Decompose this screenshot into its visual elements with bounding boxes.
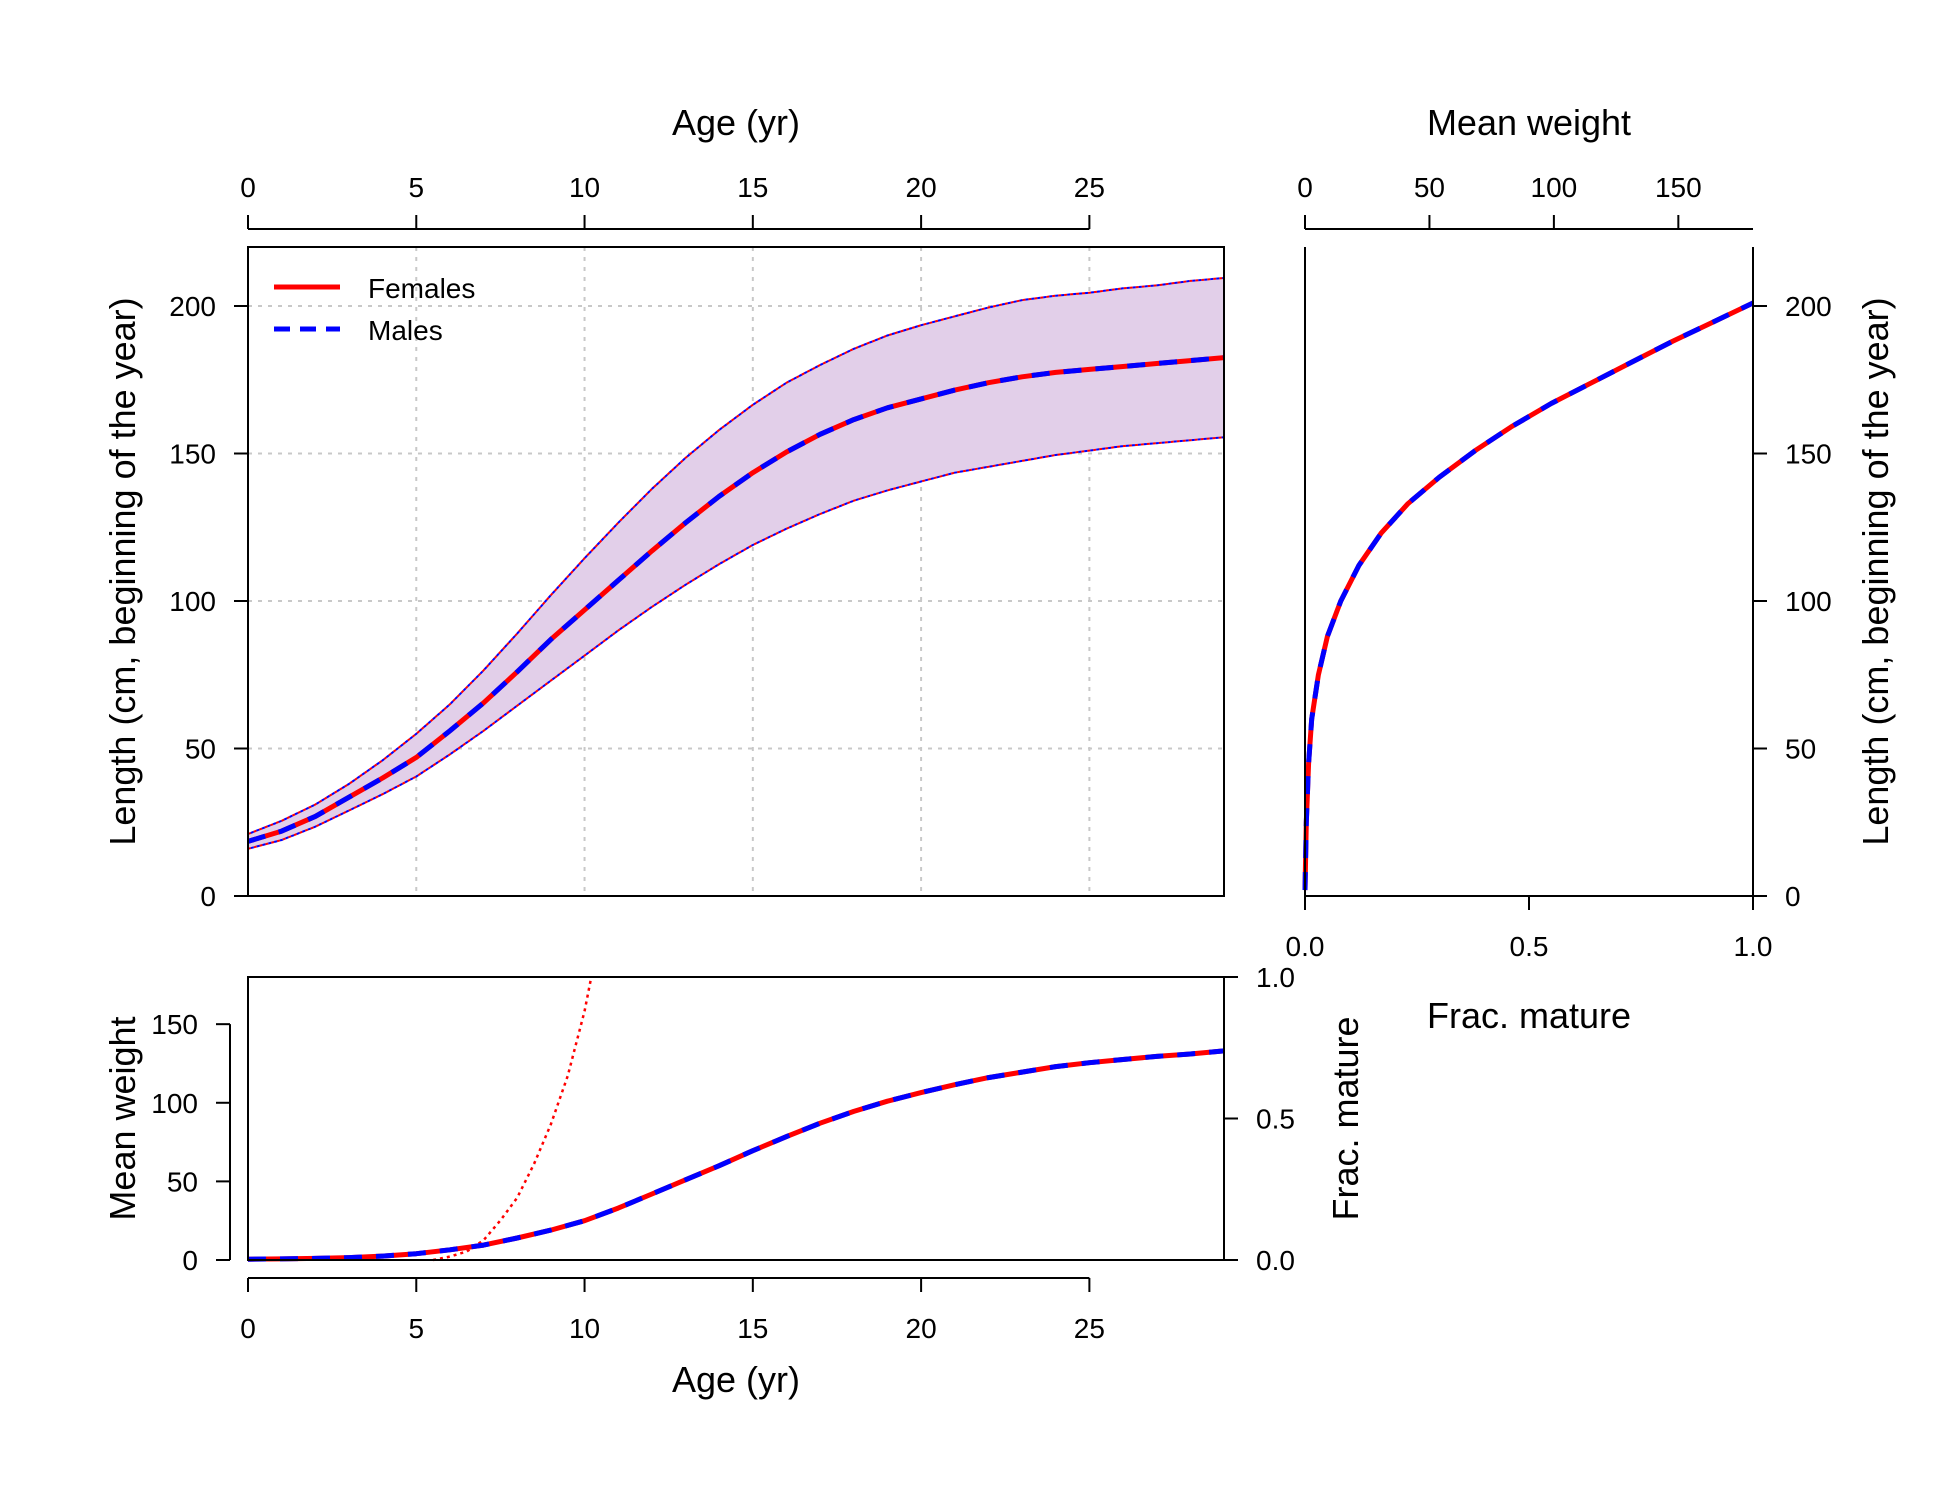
weight-males-line xyxy=(247,1048,1225,1262)
length-at-age-x-label: Age (yr) xyxy=(672,102,800,143)
band-lower-males-line xyxy=(247,436,1225,850)
weight-at-age-y-tick-label: 0 xyxy=(182,1245,198,1276)
length-at-age-x-axis: 0 5 10 15 20 25 xyxy=(240,172,1105,230)
length-weight-y-tick-label: 0 xyxy=(1785,881,1801,912)
length-weight-y-tick-label: 150 xyxy=(1785,439,1832,470)
length-weight-males-line xyxy=(1302,300,1755,891)
frac-mature-bottom-axis: 0.0 0.5 1.0 xyxy=(1286,895,1773,962)
length-at-age-y-tick-label: 150 xyxy=(169,439,216,470)
length-at-age-x-tick-label: 15 xyxy=(737,172,768,203)
length-weight-panel: 0 50 100 150 0.0 0.5 1.0 0 50 100 150 200 Mean we… xyxy=(1286,102,1896,1036)
weight-at-age-x-tick-label: 0 xyxy=(240,1313,256,1344)
weight-at-age-y-tick-label: 50 xyxy=(167,1166,198,1197)
length-males-line xyxy=(247,355,1225,844)
weight-at-age-x-tick-label: 20 xyxy=(906,1313,937,1344)
weight-at-age-y-tick-label: 100 xyxy=(151,1088,198,1119)
weight-at-age-x-label: Age (yr) xyxy=(672,1359,800,1400)
length-at-age-x-tick-label: 10 xyxy=(569,172,600,203)
length-weight-y-tick-label: 100 xyxy=(1785,586,1832,617)
length-at-age-x-tick-label: 20 xyxy=(906,172,937,203)
mean-weight-tick-label: 100 xyxy=(1531,172,1578,203)
weight-at-age-right-tick-label: 1.0 xyxy=(1256,962,1295,993)
length-weight-y-tick-label: 200 xyxy=(1785,291,1832,322)
maturity-females-line xyxy=(432,976,593,1262)
length-at-age-x-tick-label: 5 xyxy=(408,172,424,203)
length-at-age-y-label: Length (cm, beginning of the year) xyxy=(102,297,143,845)
weight-at-age-right-axis: 0.0 0.5 1.0 xyxy=(1224,962,1295,1276)
length-at-age-y-tick-label: 50 xyxy=(185,734,216,765)
weight-at-age-x-tick-label: 15 xyxy=(737,1313,768,1344)
mean-weight-tick-label: 50 xyxy=(1414,172,1445,203)
legend-females-label: Females xyxy=(368,273,475,304)
weight-at-age-x-tick-label: 5 xyxy=(408,1313,424,1344)
weight-at-age-right-tick-label: 0.0 xyxy=(1256,1245,1295,1276)
length-at-age-x-tick-label: 0 xyxy=(240,172,256,203)
weight-at-age-y-label: Mean weight xyxy=(102,1016,143,1220)
weight-at-age-y-axis: 0 50 100 150 xyxy=(151,1009,231,1276)
mean-weight-tick-label: 0 xyxy=(1297,172,1313,203)
mean-weight-tick-label: 150 xyxy=(1655,172,1702,203)
frac-mature-tick-label: 0.0 xyxy=(1286,931,1325,962)
length-at-age-x-tick-label: 25 xyxy=(1074,172,1105,203)
mean-weight-top-label: Mean weight xyxy=(1427,102,1631,143)
weight-at-age-x-axis: 0 5 10 15 20 25 xyxy=(240,1277,1105,1344)
mean-weight-top-axis: 0 50 100 150 xyxy=(1297,172,1753,230)
length-at-age-y-tick-label: 0 xyxy=(200,881,216,912)
weight-at-age-right-label: Frac. mature xyxy=(1325,1016,1366,1220)
legend: Females Males xyxy=(274,273,475,346)
weight-at-age-right-tick-label: 0.5 xyxy=(1256,1104,1295,1135)
frac-mature-tick-label: 0.5 xyxy=(1510,931,1549,962)
length-at-age-y-tick-label: 100 xyxy=(169,586,216,617)
length-at-age-band xyxy=(248,278,1224,849)
length-at-age-y-tick-label: 200 xyxy=(169,291,216,322)
frac-mature-tick-label: 1.0 xyxy=(1734,931,1773,962)
length-weight-y-label: Length (cm, beginning of the year) xyxy=(1855,297,1896,845)
weight-at-age-x-tick-label: 25 xyxy=(1074,1313,1105,1344)
weight-at-age-y-tick-label: 150 xyxy=(151,1009,198,1040)
length-weight-right-axis: 0 50 100 150 200 xyxy=(1304,247,1832,912)
length-at-age-frame xyxy=(247,246,1225,897)
legend-males-label: Males xyxy=(368,315,443,346)
frac-mature-bottom-label: Frac. mature xyxy=(1427,995,1631,1036)
length-at-age-panel: 0 5 10 15 20 25 0 50 100 150 200 Age (yr) Length … xyxy=(102,102,1225,912)
band-upper-males-line xyxy=(247,277,1225,835)
length-at-age-y-axis: 0 50 100 150 200 xyxy=(169,291,248,912)
length-weight-y-tick-label: 50 xyxy=(1785,734,1816,765)
weight-at-age-x-tick-label: 10 xyxy=(569,1313,600,1344)
